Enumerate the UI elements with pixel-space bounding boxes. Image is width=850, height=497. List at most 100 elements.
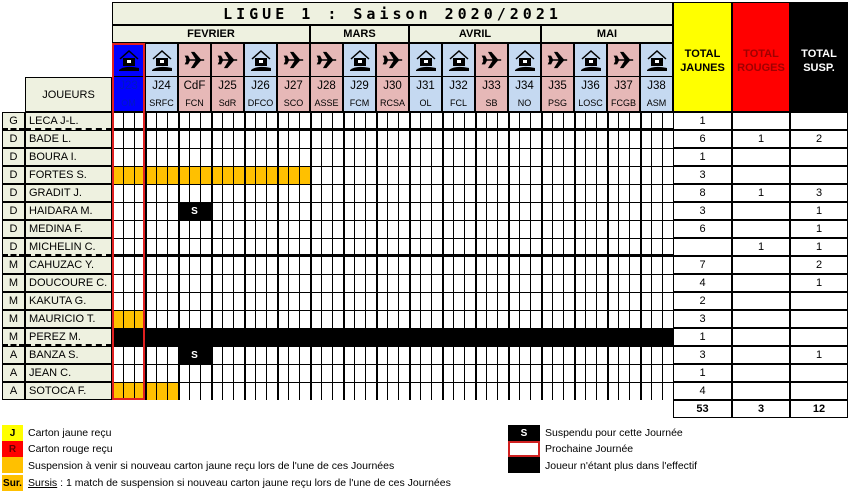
match-cell[interactable]: [200, 112, 211, 130]
match-cell[interactable]: [662, 202, 673, 220]
match-cell[interactable]: [222, 202, 233, 220]
match-cell[interactable]: [497, 238, 508, 256]
match-cell[interactable]: [244, 364, 255, 382]
match-cell[interactable]: [178, 220, 189, 238]
match-cell[interactable]: [365, 310, 376, 328]
match-cell[interactable]: [123, 364, 134, 382]
match-cell[interactable]: [222, 292, 233, 310]
match-day-j32[interactable]: J32: [442, 77, 475, 94]
match-cell[interactable]: [552, 382, 563, 400]
match-cell[interactable]: [189, 184, 200, 202]
match-cell[interactable]: [596, 256, 607, 274]
match-cell[interactable]: [475, 346, 486, 364]
match-cell[interactable]: [563, 274, 574, 292]
match-cell[interactable]: [365, 202, 376, 220]
match-cell[interactable]: [277, 238, 288, 256]
match-cell[interactable]: [431, 310, 442, 328]
match-cell[interactable]: [167, 220, 178, 238]
match-cell[interactable]: [574, 130, 585, 148]
match-cell[interactable]: [365, 166, 376, 184]
match-cell[interactable]: [618, 328, 629, 346]
match-cell[interactable]: [299, 382, 310, 400]
match-cell[interactable]: [453, 382, 464, 400]
match-cell[interactable]: [662, 346, 673, 364]
match-cell[interactable]: [178, 274, 189, 292]
match-cell[interactable]: [431, 166, 442, 184]
match-cell[interactable]: [211, 364, 222, 382]
match-cell[interactable]: [464, 220, 475, 238]
match-cell[interactable]: [552, 346, 563, 364]
match-cell[interactable]: [244, 184, 255, 202]
match-cell[interactable]: [222, 346, 233, 364]
match-cell[interactable]: [519, 274, 530, 292]
match-cell[interactable]: [233, 292, 244, 310]
match-cell[interactable]: [541, 166, 552, 184]
match-cell[interactable]: [211, 274, 222, 292]
match-cell[interactable]: [354, 292, 365, 310]
match-day-j26[interactable]: J26: [244, 77, 277, 94]
match-cell[interactable]: [497, 256, 508, 274]
match-cell[interactable]: [387, 148, 398, 166]
match-cell[interactable]: [167, 364, 178, 382]
match-cell[interactable]: [354, 220, 365, 238]
match-cell[interactable]: [145, 382, 156, 400]
match-cell[interactable]: [266, 166, 277, 184]
match-cell[interactable]: [662, 382, 673, 400]
match-cell[interactable]: [354, 112, 365, 130]
match-cell[interactable]: [486, 256, 497, 274]
match-cell[interactable]: [387, 310, 398, 328]
match-cell[interactable]: [607, 292, 618, 310]
match-cell[interactable]: [409, 184, 420, 202]
match-cell[interactable]: [420, 274, 431, 292]
match-cell[interactable]: [398, 220, 409, 238]
match-cell[interactable]: [574, 292, 585, 310]
match-cell[interactable]: [640, 274, 651, 292]
match-cell[interactable]: [607, 202, 618, 220]
match-cell[interactable]: [134, 202, 145, 220]
match-cell[interactable]: [365, 112, 376, 130]
match-cell[interactable]: [266, 112, 277, 130]
match-cell[interactable]: [398, 130, 409, 148]
match-cell[interactable]: [167, 346, 178, 364]
match-cell[interactable]: [211, 202, 222, 220]
match-cell[interactable]: [134, 346, 145, 364]
match-cell[interactable]: [112, 112, 123, 130]
match-cell[interactable]: [134, 148, 145, 166]
match-cell[interactable]: [530, 166, 541, 184]
match-cell[interactable]: [585, 382, 596, 400]
match-cell[interactable]: [288, 274, 299, 292]
match-cell[interactable]: [277, 364, 288, 382]
match-cell[interactable]: [332, 292, 343, 310]
match-cell[interactable]: [486, 202, 497, 220]
match-cell[interactable]: [266, 328, 277, 346]
match-cell[interactable]: [299, 346, 310, 364]
match-cell[interactable]: [310, 328, 321, 346]
match-cell[interactable]: [420, 310, 431, 328]
match-cell[interactable]: [299, 274, 310, 292]
match-cell[interactable]: [442, 238, 453, 256]
match-cell[interactable]: [233, 238, 244, 256]
match-cell[interactable]: [497, 184, 508, 202]
match-cell[interactable]: [398, 310, 409, 328]
match-cell[interactable]: [431, 256, 442, 274]
match-cell[interactable]: [178, 130, 189, 148]
match-cell[interactable]: [376, 310, 387, 328]
match-cell[interactable]: [398, 292, 409, 310]
match-cell[interactable]: [233, 382, 244, 400]
match-cell[interactable]: [409, 148, 420, 166]
match-cell[interactable]: [310, 166, 321, 184]
match-cell[interactable]: [519, 382, 530, 400]
match-cell[interactable]: [453, 292, 464, 310]
match-cell[interactable]: [420, 238, 431, 256]
match-cell[interactable]: [508, 364, 519, 382]
match-cell[interactable]: [200, 220, 211, 238]
match-cell[interactable]: [332, 382, 343, 400]
match-cell[interactable]: [420, 220, 431, 238]
match-cell[interactable]: [475, 184, 486, 202]
match-cell[interactable]: [376, 166, 387, 184]
match-cell[interactable]: [618, 310, 629, 328]
match-cell[interactable]: [376, 112, 387, 130]
match-cell[interactable]: [189, 166, 200, 184]
match-cell[interactable]: [541, 130, 552, 148]
match-cell[interactable]: [475, 274, 486, 292]
